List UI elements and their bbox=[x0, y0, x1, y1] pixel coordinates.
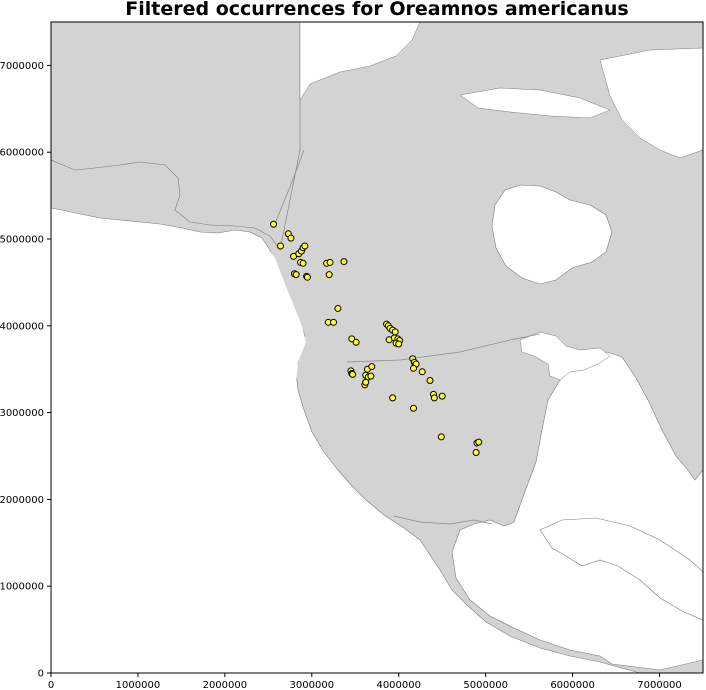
x-tick-label: 6000000 bbox=[550, 680, 595, 690]
x-tick-label: 2000000 bbox=[203, 680, 248, 690]
occurrence-point bbox=[303, 273, 311, 281]
occurrence-point bbox=[277, 242, 285, 250]
x-tick-label: 5000000 bbox=[463, 680, 508, 690]
occurrence-point bbox=[299, 259, 307, 267]
arctic-channel bbox=[299, 22, 421, 101]
occurrence-point bbox=[368, 363, 376, 371]
occurrence-point bbox=[287, 234, 295, 242]
baffin-bay bbox=[599, 47, 703, 159]
occurrence-point bbox=[330, 318, 338, 326]
occurrence-point bbox=[270, 220, 278, 228]
hudson-bay bbox=[491, 184, 613, 285]
occurrence-point bbox=[340, 258, 348, 266]
y-tick-label: 3000000 bbox=[0, 408, 44, 419]
occurrence-point bbox=[475, 438, 483, 446]
occurrence-point bbox=[292, 271, 300, 279]
pacific-ocean bbox=[51, 212, 640, 673]
occurrence-points bbox=[270, 220, 483, 457]
occurrence-point bbox=[410, 364, 418, 372]
x-tick-label: 1000000 bbox=[116, 680, 161, 690]
x-tick-label: 0 bbox=[48, 680, 54, 690]
occurrence-point bbox=[349, 370, 357, 378]
chart-title: Filtered occurrences for Oreamnos americ… bbox=[125, 0, 628, 20]
map-area bbox=[51, 22, 703, 673]
y-tick-label: 6000000 bbox=[0, 148, 44, 159]
x-tick-label: 4000000 bbox=[376, 680, 421, 690]
y-tick-label: 0 bbox=[38, 669, 44, 680]
y-tick-label: 1000000 bbox=[0, 582, 44, 593]
great-lakes bbox=[519, 331, 611, 381]
y-tick-label: 2000000 bbox=[0, 495, 44, 506]
occurrence-point bbox=[301, 242, 309, 250]
us-canada-border bbox=[346, 333, 541, 363]
occurrence-point bbox=[418, 368, 426, 376]
occurrence-point bbox=[437, 433, 445, 441]
occurrence-point bbox=[426, 376, 434, 384]
arctic-channel-2 bbox=[459, 87, 611, 119]
x-tick-label: 3000000 bbox=[290, 680, 335, 690]
occurrence-point bbox=[325, 271, 333, 279]
y-tick-label: 7000000 bbox=[0, 61, 44, 72]
occurrence-point bbox=[430, 394, 438, 402]
gulf-of-mexico bbox=[539, 517, 703, 621]
occurrence-point bbox=[334, 304, 342, 312]
occurrence-point bbox=[395, 340, 403, 348]
axes-frame bbox=[50, 21, 704, 674]
x-tick-label: 7000000 bbox=[637, 680, 682, 690]
occurrence-point bbox=[362, 378, 370, 386]
us-mexico-border bbox=[393, 515, 493, 525]
alaska-landmass bbox=[51, 22, 301, 251]
occurrence-point bbox=[391, 328, 399, 336]
occurrence-point bbox=[389, 394, 397, 402]
alaska-canada-border bbox=[273, 149, 305, 227]
x-axis-ticks: 0 1000000 2000000 3000000 4000000 5000000 6000… bbox=[48, 673, 682, 690]
y-tick-label: 4000000 bbox=[0, 321, 44, 332]
occurrence-point bbox=[438, 392, 446, 400]
occurrence-point bbox=[367, 372, 375, 380]
occurrence-point bbox=[472, 449, 480, 457]
occurrence-point bbox=[326, 258, 334, 266]
y-axis-ticks: 0 1000000 2000000 3000000 4000000 5000000 6000… bbox=[0, 61, 51, 680]
occurrence-point bbox=[352, 338, 360, 346]
occurrence-point bbox=[410, 404, 418, 412]
y-tick-label: 5000000 bbox=[0, 235, 44, 246]
